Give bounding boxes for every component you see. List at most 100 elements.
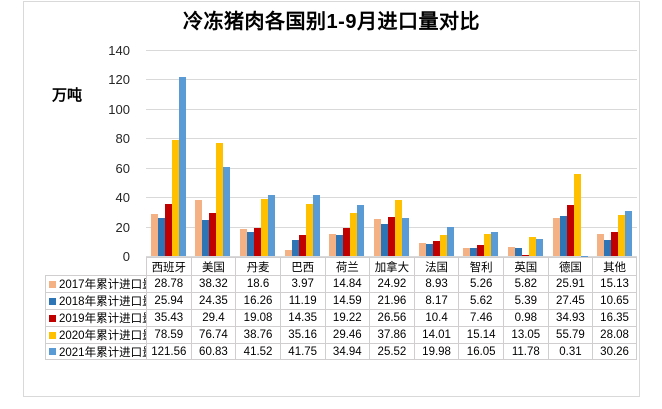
bar-series3-cat9[interactable] — [573, 173, 581, 256]
bar-series2-cat7[interactable] — [477, 245, 485, 256]
legend-label-3: 2020年累计进口量 — [59, 330, 146, 342]
bar-series4-cat8[interactable] — [535, 238, 543, 256]
bar-series0-cat1[interactable] — [195, 199, 203, 256]
bar-series0-cat2[interactable] — [240, 228, 248, 256]
table-value-s4-c9: 0.31 — [547, 343, 593, 360]
y-tick-label: 60 — [115, 160, 130, 176]
table-value-s2-c9: 34.93 — [547, 309, 593, 326]
bar-series3-cat3[interactable] — [305, 204, 313, 256]
table-header-cat10: 其他 — [592, 257, 637, 275]
table-value-s3-c9: 55.79 — [547, 326, 593, 343]
bar-series1-cat2[interactable] — [247, 232, 255, 256]
legend-swatch-4 — [49, 348, 56, 355]
bar-series1-cat5[interactable] — [381, 223, 389, 256]
bar-series1-cat8[interactable] — [514, 248, 522, 256]
bar-series3-cat0[interactable] — [171, 140, 179, 256]
bar-series0-cat8[interactable] — [507, 247, 515, 256]
bar-series3-cat4[interactable] — [350, 212, 358, 256]
bar-series0-cat9[interactable] — [552, 217, 560, 256]
table-value-s4-c2: 41.52 — [235, 343, 280, 360]
bar-series4-cat0[interactable] — [178, 77, 186, 256]
table-value-s1-c6: 8.17 — [413, 292, 459, 309]
table-value-s1-c1: 24.35 — [190, 292, 236, 309]
table-value-s2-c2: 19.08 — [235, 309, 280, 326]
legend-row-3[interactable]: 2020年累计进口量 — [45, 326, 146, 343]
table-value-s4-c10: 30.26 — [592, 343, 637, 360]
table-value-s2-c0: 35.43 — [146, 309, 191, 326]
gridline — [146, 50, 637, 51]
table-value-s0-c8: 5.82 — [503, 275, 548, 292]
table-value-s4-c1: 60.83 — [190, 343, 236, 360]
bar-series4-cat1[interactable] — [223, 166, 231, 256]
bar-series2-cat2[interactable] — [254, 227, 262, 256]
bar-series4-cat5[interactable] — [402, 218, 410, 256]
bar-series1-cat9[interactable] — [559, 215, 567, 256]
table-value-s4-c8: 11.78 — [503, 343, 548, 360]
table-value-s1-c2: 16.26 — [235, 292, 280, 309]
bar-groups — [146, 50, 637, 256]
legend-row-2[interactable]: 2019年累计进口量 — [45, 309, 146, 326]
bar-series1-cat0[interactable] — [157, 217, 165, 256]
bar-series2-cat8[interactable] — [521, 254, 529, 256]
bar-series2-cat10[interactable] — [611, 231, 619, 256]
bar-series4-cat2[interactable] — [268, 194, 276, 256]
bar-series2-cat0[interactable] — [164, 203, 172, 256]
bar-series1-cat6[interactable] — [425, 243, 433, 256]
bar-series3-cat10[interactable] — [618, 214, 626, 256]
table-header-cat9: 德国 — [547, 257, 593, 275]
bar-series4-cat10[interactable] — [625, 211, 633, 256]
y-tick-label: 40 — [115, 190, 130, 206]
bar-group-10 — [592, 50, 637, 256]
table-value-s4-c4: 34.94 — [324, 343, 370, 360]
table-header-cat7: 智利 — [458, 257, 503, 275]
bar-series1-cat4[interactable] — [336, 234, 344, 256]
bar-series1-cat3[interactable] — [291, 239, 299, 256]
bar-group-7 — [458, 50, 503, 256]
plot-area — [146, 50, 637, 257]
chart-title: 冷冻猪肉各国别1-9月进口量对比 — [183, 11, 480, 33]
bar-series1-cat7[interactable] — [470, 247, 478, 256]
bar-group-6 — [414, 50, 459, 256]
bar-series0-cat0[interactable] — [150, 213, 158, 256]
table-value-s1-c7: 5.62 — [458, 292, 503, 309]
table-value-s2-c10: 16.35 — [592, 309, 637, 326]
bar-series0-cat6[interactable] — [418, 242, 426, 256]
bar-series1-cat1[interactable] — [202, 220, 210, 256]
y-tick-label: 120 — [108, 72, 130, 88]
bar-group-0 — [146, 50, 191, 256]
bar-series2-cat6[interactable] — [432, 240, 440, 256]
legend-row-1[interactable]: 2018年累计进口量 — [45, 292, 146, 309]
bar-series3-cat2[interactable] — [261, 198, 269, 256]
legend-row-0[interactable]: 2017年累计进口量 — [45, 275, 146, 292]
bar-series3-cat1[interactable] — [216, 143, 224, 256]
bar-series3-cat8[interactable] — [528, 236, 536, 256]
bar-series2-cat5[interactable] — [388, 216, 396, 256]
table-value-s2-c7: 7.46 — [458, 309, 503, 326]
bar-series4-cat3[interactable] — [312, 194, 320, 256]
y-axis-title: 万吨 — [52, 87, 83, 104]
bar-series2-cat3[interactable] — [298, 234, 306, 256]
table-header-cat2: 丹麦 — [235, 257, 280, 275]
table-value-s4-c6: 19.98 — [413, 343, 459, 360]
bar-series3-cat5[interactable] — [395, 200, 403, 256]
legend-row-4[interactable]: 2021年累计进口量 — [45, 343, 146, 360]
table-header-cat4: 荷兰 — [324, 257, 370, 275]
bar-series1-cat10[interactable] — [604, 240, 612, 256]
bar-series0-cat10[interactable] — [597, 233, 605, 256]
bar-series2-cat4[interactable] — [343, 227, 351, 256]
table-value-s3-c0: 78.59 — [146, 326, 191, 343]
bar-series4-cat7[interactable] — [491, 232, 499, 256]
bar-series0-cat7[interactable] — [463, 248, 471, 256]
bar-series2-cat1[interactable] — [209, 212, 217, 256]
bar-series3-cat6[interactable] — [439, 235, 447, 256]
bar-series4-cat4[interactable] — [357, 204, 365, 256]
table-value-s3-c10: 28.08 — [592, 326, 637, 343]
bar-series0-cat3[interactable] — [284, 250, 292, 256]
bar-series0-cat5[interactable] — [374, 219, 382, 256]
bar-series0-cat4[interactable] — [329, 234, 337, 256]
bar-series3-cat7[interactable] — [484, 233, 492, 256]
bar-series2-cat9[interactable] — [566, 204, 574, 256]
bar-group-1 — [191, 50, 236, 256]
bar-series4-cat6[interactable] — [446, 226, 454, 256]
gridline — [146, 167, 637, 169]
